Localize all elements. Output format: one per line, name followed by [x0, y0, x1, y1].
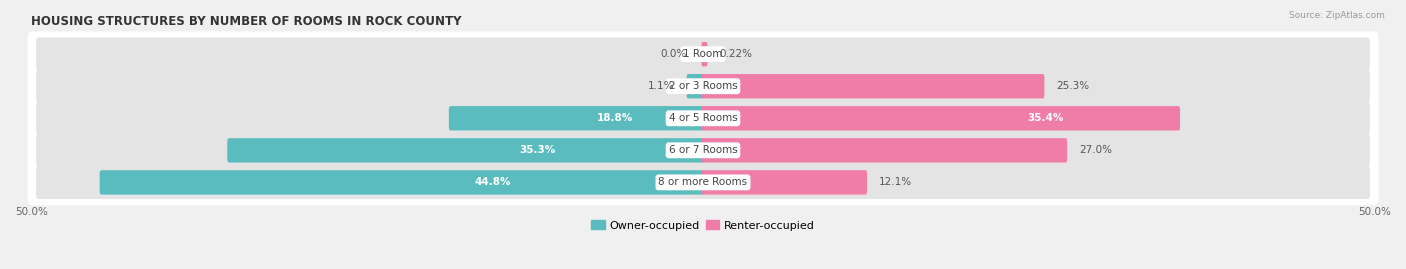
Text: 44.8%: 44.8%: [474, 177, 510, 187]
FancyBboxPatch shape: [702, 106, 1180, 130]
Text: 2 or 3 Rooms: 2 or 3 Rooms: [669, 81, 737, 91]
FancyBboxPatch shape: [37, 102, 1369, 135]
Text: 35.3%: 35.3%: [519, 145, 555, 155]
Text: 0.22%: 0.22%: [720, 49, 752, 59]
FancyBboxPatch shape: [37, 166, 1369, 199]
FancyBboxPatch shape: [27, 128, 1379, 173]
FancyBboxPatch shape: [100, 170, 704, 194]
Text: 12.1%: 12.1%: [879, 177, 912, 187]
Text: 27.0%: 27.0%: [1078, 145, 1112, 155]
FancyBboxPatch shape: [702, 138, 1067, 162]
FancyBboxPatch shape: [27, 63, 1379, 109]
FancyBboxPatch shape: [37, 70, 1369, 103]
FancyBboxPatch shape: [686, 74, 704, 98]
Text: Source: ZipAtlas.com: Source: ZipAtlas.com: [1289, 11, 1385, 20]
Text: HOUSING STRUCTURES BY NUMBER OF ROOMS IN ROCK COUNTY: HOUSING STRUCTURES BY NUMBER OF ROOMS IN…: [31, 15, 463, 28]
Text: 18.8%: 18.8%: [596, 113, 633, 123]
FancyBboxPatch shape: [702, 42, 707, 66]
FancyBboxPatch shape: [27, 95, 1379, 141]
FancyBboxPatch shape: [27, 31, 1379, 77]
Text: 8 or more Rooms: 8 or more Rooms: [658, 177, 748, 187]
FancyBboxPatch shape: [228, 138, 704, 162]
Legend: Owner-occupied, Renter-occupied: Owner-occupied, Renter-occupied: [586, 216, 820, 235]
Text: 35.4%: 35.4%: [1028, 113, 1063, 123]
Text: 25.3%: 25.3%: [1056, 81, 1090, 91]
FancyBboxPatch shape: [27, 160, 1379, 205]
Text: 6 or 7 Rooms: 6 or 7 Rooms: [669, 145, 737, 155]
Text: 0.0%: 0.0%: [661, 49, 688, 59]
Text: 1 Room: 1 Room: [683, 49, 723, 59]
Text: 1.1%: 1.1%: [648, 81, 675, 91]
FancyBboxPatch shape: [449, 106, 704, 130]
FancyBboxPatch shape: [37, 134, 1369, 167]
FancyBboxPatch shape: [702, 170, 868, 194]
FancyBboxPatch shape: [702, 74, 1045, 98]
FancyBboxPatch shape: [37, 37, 1369, 71]
Text: 4 or 5 Rooms: 4 or 5 Rooms: [669, 113, 737, 123]
